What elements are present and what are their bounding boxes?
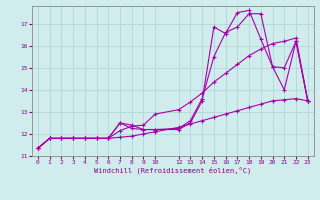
X-axis label: Windchill (Refroidissement éolien,°C): Windchill (Refroidissement éolien,°C) [94,167,252,174]
